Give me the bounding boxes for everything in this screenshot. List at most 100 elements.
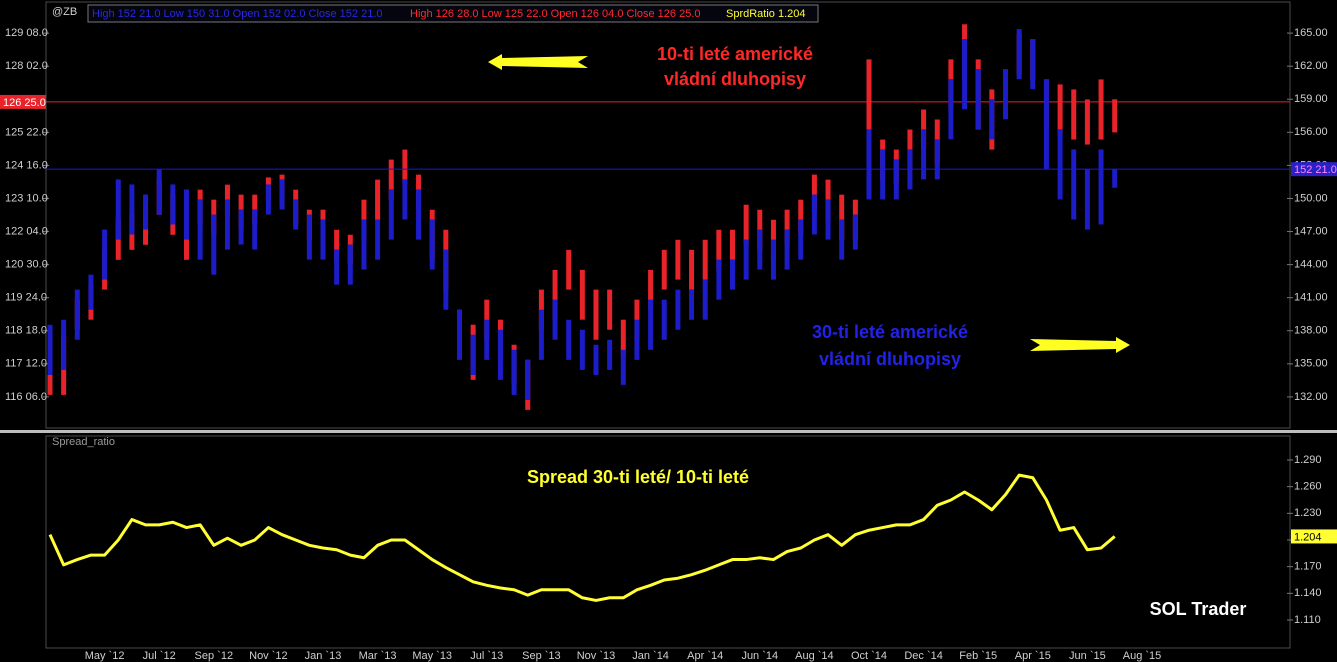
price-bar [784,209,790,245]
x-tick-label: Mar `13 [359,650,397,662]
price-bar [347,244,353,285]
x-tick-label: Jan `13 [305,650,342,662]
annotation: Spread 30-ti leté/ 10-ti leté [527,467,749,487]
price-bar [1084,99,1090,145]
price-bar [811,174,817,210]
price-bar [893,159,899,200]
legend-red: High 126 28.0 Low 125 22.0 Open 126 04.0… [410,8,701,20]
price-bar [825,199,831,240]
price-bar [334,229,340,260]
price-bar [907,149,913,190]
price-bar [306,214,312,260]
price-bar [443,249,449,310]
price-bar [1098,149,1104,225]
price-bar [607,289,613,330]
price-bar [47,324,53,375]
left-tick-label: 120 30.0 [5,259,48,271]
left-tick-label: 118 18.0 [5,325,47,337]
price-bar [852,214,858,250]
price-bar [839,219,845,260]
right-tick-label: 135.00 [1294,358,1328,370]
price-bar [757,229,763,270]
price-bar [702,239,708,280]
price-bar [798,219,804,260]
price-bar [948,79,954,140]
last-value-box [0,94,46,109]
left-tick-label: 123 10.0 [5,192,48,204]
price-bar [1098,79,1104,140]
price-bar [238,209,244,245]
price-bar [566,249,572,290]
price-bar [716,229,722,270]
price-bar [552,269,558,320]
price-bar [457,309,462,360]
price-bar [620,349,626,385]
price-bar [784,229,790,270]
left-tick-label: 128 02.0 [5,60,48,72]
price-bar [61,319,67,370]
annotation: vládní dluhopisy [819,349,961,369]
price-bar [1057,84,1063,135]
right-tick-label: 156.00 [1294,126,1328,138]
right-tick-label: 138.00 [1294,325,1328,337]
right-tick-label: 165.00 [1294,27,1328,39]
top-plot-frame [45,1,1291,429]
price-bar [1112,169,1118,188]
x-tick-label: Sep `12 [195,650,234,662]
x-tick-label: Jul `13 [470,650,503,662]
x-tick-label: Aug `15 [1123,650,1162,662]
price-bar [293,199,299,230]
last-value-label: 126 25.0 [3,97,46,109]
x-tick-label: Nov `12 [249,650,288,662]
right-tick-label: 1.260 [1294,481,1322,493]
price-bar [661,249,667,290]
price-bar [224,199,230,250]
price-bar [361,219,367,270]
price-bar [962,39,968,110]
price-bar [552,299,558,340]
price-bar [320,219,326,260]
price-bar [115,179,121,240]
right-tick-label: 162.00 [1294,60,1328,72]
x-tick-label: Nov `13 [577,650,616,662]
price-bar [88,274,94,310]
x-tick-label: Jan `14 [632,650,669,662]
price-bar [1071,89,1077,140]
left-tick-label: 125 22.0 [5,126,48,138]
last-value-box [1291,162,1337,177]
price-bar [497,329,503,380]
price-bar [689,289,695,320]
price-bar [1057,129,1063,200]
price-bar [716,259,722,300]
right-tick-label: 150.00 [1294,192,1328,204]
right-tick-label: 1.290 [1294,454,1322,466]
left-tick-label: 116 06.0 [5,391,47,403]
x-tick-label: May `13 [412,650,452,662]
legend-blue: High 152 21.0 Low 150 31.0 Open 152 02.0… [92,8,383,20]
price-bar [743,204,749,245]
price-bar [511,349,517,395]
panel-title: Spread_ratio [52,436,115,448]
price-bar [866,129,872,200]
price-bar [989,99,995,140]
left-tick-label: 122 04.0 [5,225,48,237]
price-bar [620,319,626,355]
x-tick-label: Sep `13 [522,650,561,662]
price-bar [634,319,640,360]
price-bar [265,184,271,215]
price-bar [648,269,654,310]
price-bar [702,279,708,320]
price-bar [74,289,80,340]
annotation: 10-ti leté americké [657,44,813,64]
price-bar [129,184,135,235]
price-bar [156,169,162,215]
price-bar [921,129,927,180]
price-bar [634,299,640,340]
price-bar [115,219,121,260]
price-bar [798,199,804,235]
right-tick-label: 141.00 [1294,292,1328,304]
price-bar [975,69,981,130]
price-bar [279,179,285,210]
header-box [87,4,819,23]
